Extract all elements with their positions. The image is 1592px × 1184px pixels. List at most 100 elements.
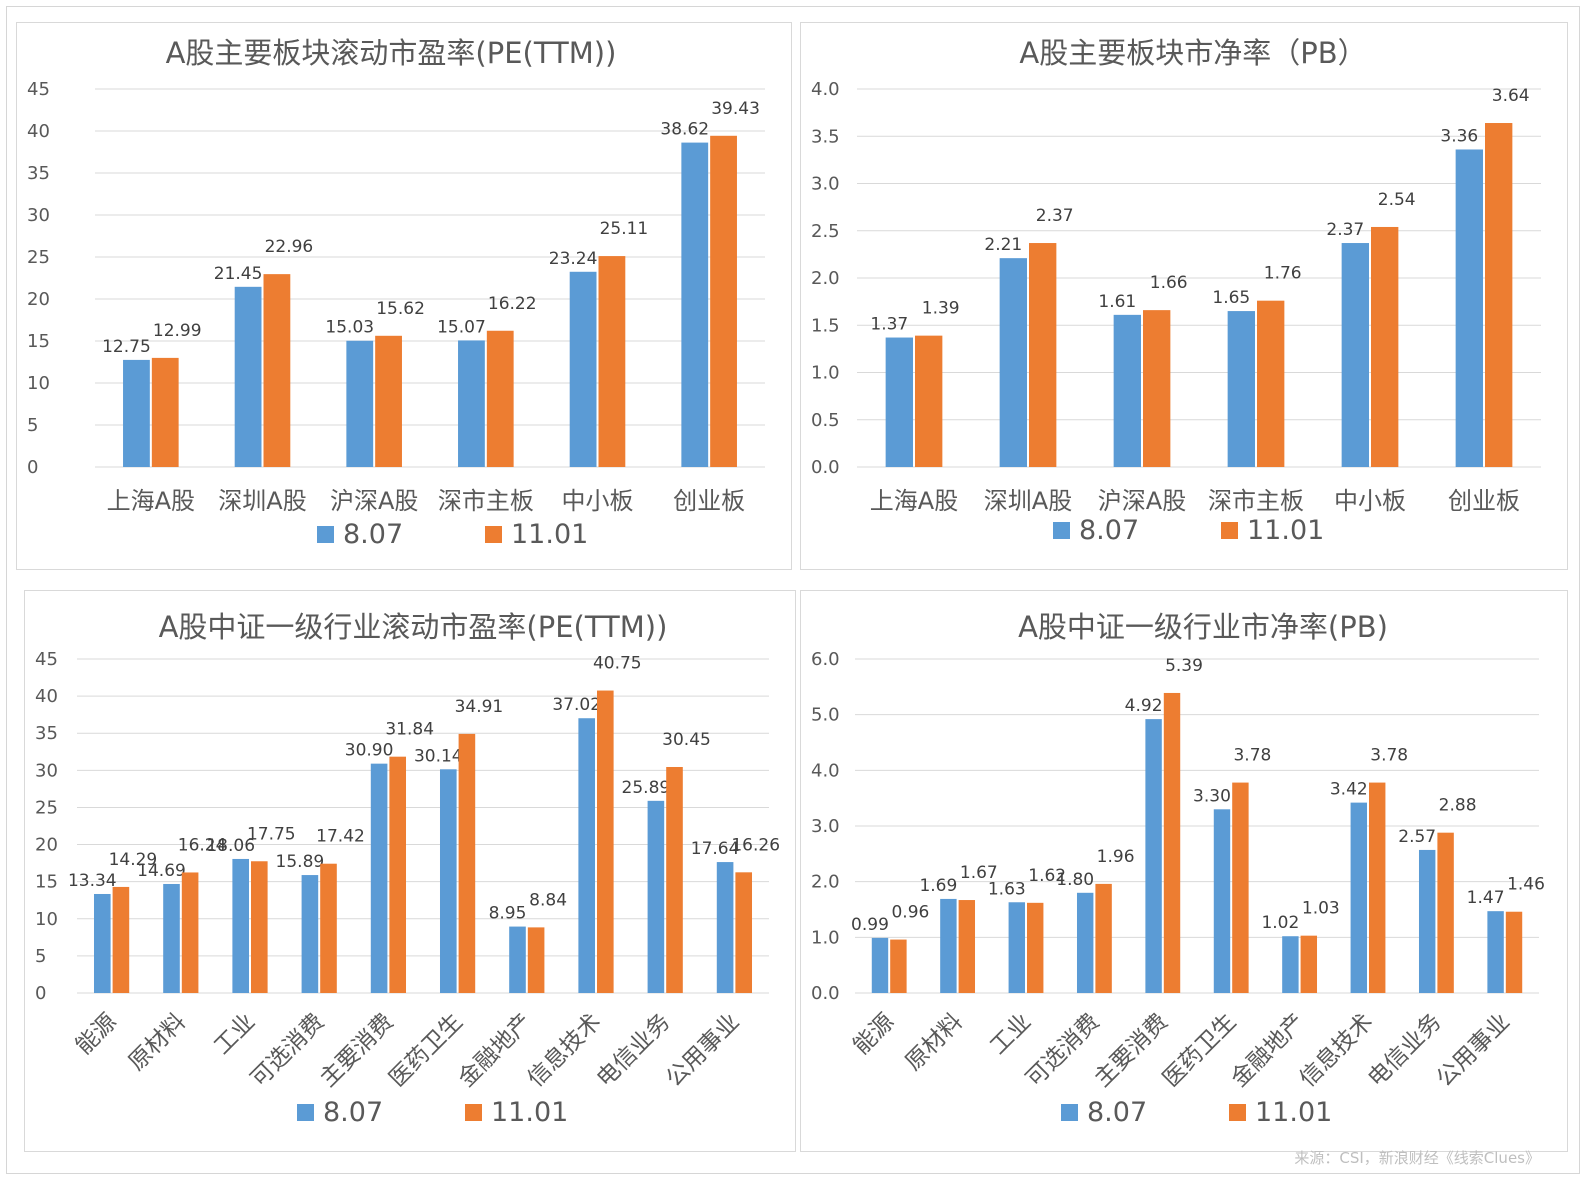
category-label: 电信业务 — [1363, 1009, 1446, 1092]
data-label: 1.96 — [1097, 847, 1135, 867]
legend-swatch — [1053, 522, 1070, 539]
y-tick-label: 25 — [27, 247, 50, 268]
category-label: 中小板 — [562, 487, 634, 515]
data-label: 1.80 — [1056, 870, 1094, 890]
data-label: 3.36 — [1440, 126, 1478, 146]
category-label: 可选消费 — [1021, 1009, 1104, 1092]
y-tick-label: 0.5 — [811, 410, 840, 431]
data-label: 16.22 — [488, 294, 537, 314]
y-tick-label: 3.0 — [811, 816, 840, 837]
chart-title: A股中证一级行业滚动市盈率(PE(TTM)) — [159, 610, 668, 644]
category-label: 沪深A股 — [330, 487, 418, 515]
legend-swatch — [297, 1104, 314, 1121]
bar-series2 — [263, 274, 291, 467]
chart-panel-industry-pe: A股中证一级行业滚动市盈率(PE(TTM)) 0 5 10 15 20 25 30 35 40 45… — [24, 590, 796, 1152]
category-label: 深市主板 — [1208, 487, 1304, 515]
data-label: 14.69 — [137, 861, 186, 881]
bar-series1 — [1145, 719, 1162, 993]
bar-series1 — [346, 340, 374, 467]
data-label: 37.02 — [552, 695, 601, 715]
data-label: 15.89 — [276, 852, 325, 872]
data-label: 21.45 — [214, 264, 263, 284]
legend-swatch — [317, 526, 334, 543]
data-label: 30.45 — [662, 730, 711, 750]
y-tick-label: 25 — [35, 797, 58, 818]
data-label: 1.61 — [1098, 292, 1136, 312]
y-tick-label: 45 — [35, 649, 58, 670]
data-label: 17.42 — [316, 827, 365, 847]
data-label: 0.96 — [891, 903, 929, 923]
data-label: 3.30 — [1193, 786, 1231, 806]
data-label: 16.26 — [731, 835, 780, 855]
bar-series1 — [458, 340, 485, 467]
category-label: 能源 — [71, 1009, 122, 1060]
chart-board-pe: A股主要板块滚动市盈率(PE(TTM)) 0 5 10 15 20 25 30 35 40 45 12… — [27, 36, 765, 550]
bar-series2 — [890, 939, 907, 993]
bar-series1 — [940, 898, 957, 993]
data-label: 1.65 — [1212, 288, 1250, 308]
data-label: 1.67 — [960, 863, 998, 883]
data-label: 25.11 — [600, 219, 649, 239]
y-tick-label: 2.0 — [811, 268, 840, 289]
bar-series2 — [1232, 782, 1249, 993]
category-label: 能源 — [849, 1009, 900, 1060]
legend-swatch — [1061, 1104, 1078, 1121]
data-label: 8.95 — [489, 904, 527, 924]
bar-series2 — [1300, 935, 1318, 993]
data-label: 15.62 — [376, 299, 425, 319]
legend-swatch — [465, 1104, 482, 1121]
bar-series1 — [370, 763, 388, 993]
bar-series2 — [958, 900, 976, 993]
data-label: 0.99 — [851, 915, 889, 935]
category-label: 深市主板 — [438, 487, 534, 515]
bar-series1 — [1418, 849, 1436, 993]
bar-series2 — [666, 766, 683, 993]
data-label: 25.89 — [622, 778, 671, 798]
legend-label: 11.01 — [1247, 515, 1324, 546]
bar-series1 — [999, 258, 1027, 467]
bar-series1 — [1227, 311, 1255, 467]
bar-series2 — [710, 135, 737, 467]
category-label: 创业板 — [1448, 487, 1520, 515]
legend-label: 11.01 — [1255, 1097, 1332, 1128]
bar-series2 — [598, 256, 626, 467]
y-tick-label: 3.5 — [811, 126, 840, 147]
bar-series1 — [1113, 314, 1141, 467]
bar-series1 — [1076, 892, 1094, 993]
data-label: 8.84 — [529, 890, 567, 910]
legend-label: 11.01 — [491, 1097, 568, 1128]
data-label: 18.06 — [206, 836, 255, 856]
data-label: 15.03 — [325, 318, 374, 338]
data-label: 1.69 — [919, 876, 957, 896]
y-tick-label: 6.0 — [811, 649, 840, 670]
bar-series1 — [681, 142, 709, 467]
data-label: 2.37 — [1326, 220, 1364, 240]
data-label: 31.84 — [385, 720, 434, 740]
category-label: 深圳A股 — [984, 487, 1072, 515]
y-tick-label: 30 — [35, 760, 58, 781]
bar-series2 — [458, 733, 476, 993]
category-label: 医药卫生 — [1158, 1009, 1241, 1092]
source-note: 来源：CSI，新浪财经《线索Clues》 — [1294, 1149, 1540, 1167]
legend-label: 8.07 — [343, 519, 403, 550]
bar-series1 — [234, 286, 262, 467]
bar-series1 — [1008, 902, 1025, 993]
bar-series1 — [885, 337, 913, 467]
y-tick-label: 4.0 — [811, 760, 840, 781]
bar-series2 — [375, 335, 402, 467]
data-label: 14.29 — [109, 850, 158, 870]
bar-series2 — [1027, 902, 1044, 993]
data-label: 15.07 — [437, 317, 486, 337]
y-tick-label: 1.0 — [811, 363, 840, 384]
category-label: 主要消费 — [315, 1009, 398, 1092]
bar-series2 — [597, 690, 614, 993]
chart-panel-board-pb: A股主要板块市净率（PB） 0.0 0.5 1.0 1.5 2.0 2.5 3.0 3.5 4.0… — [800, 22, 1568, 570]
chart-industry-pe: A股中证一级行业滚动市盈率(PE(TTM)) 0 5 10 15 20 25 30 35 40 45… — [35, 610, 780, 1128]
y-tick-label: 15 — [35, 872, 58, 893]
chart-panel-industry-pb: A股中证一级行业市净率(PB) 0.0 1.0 2.0 3.0 4.0 5.0 6.0 0.99… — [800, 590, 1568, 1152]
category-label: 信息技术 — [1295, 1009, 1378, 1092]
category-label: 信息技术 — [523, 1009, 606, 1092]
category-label: 沪深A股 — [1098, 487, 1186, 515]
data-label: 1.63 — [988, 879, 1026, 899]
bar-series1 — [93, 893, 111, 993]
